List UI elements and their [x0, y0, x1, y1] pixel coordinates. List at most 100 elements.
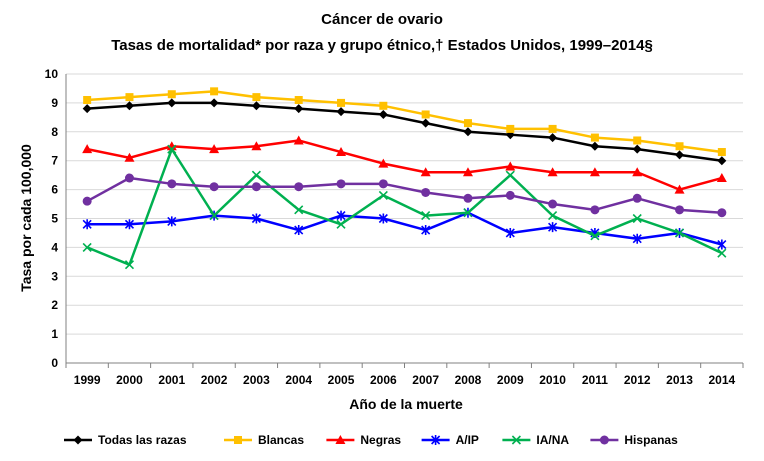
x-tick-label: 2010 — [539, 373, 566, 387]
data-point-blancas-2002 — [210, 87, 219, 96]
data-point-todas-las-razas-2002 — [209, 98, 219, 108]
y-tick-label: 8 — [51, 125, 58, 139]
data-point-a-ip-1999 — [82, 219, 92, 230]
y-tick-label: 7 — [51, 154, 58, 168]
data-point-negras-2003 — [251, 141, 262, 151]
data-point-ia-na-2012 — [632, 213, 642, 224]
data-point-a-ip-2003 — [251, 213, 261, 224]
data-point-ia-na-2002 — [209, 211, 219, 221]
legend-label: Blancas — [258, 433, 304, 447]
x-tick-label: 2009 — [497, 373, 524, 387]
legend-item-blancas: Blancas — [224, 433, 304, 447]
data-point-negras-2008 — [462, 167, 473, 177]
legend-item-a-ip: A/IP — [421, 433, 479, 447]
data-point-a-ip-2000 — [124, 219, 135, 230]
data-point-hispanas-2014 — [717, 208, 727, 218]
series-blancas — [83, 87, 726, 157]
data-point-negras-2002 — [209, 144, 220, 154]
y-tick-label: 2 — [51, 298, 58, 312]
data-point-ia-na-2008 — [463, 208, 473, 218]
data-point-hispanas-2007 — [421, 187, 431, 197]
data-point-hispanas-2013 — [675, 205, 685, 215]
data-point-ia-na-2009 — [505, 170, 515, 180]
x-tick-label: 2003 — [243, 373, 270, 387]
data-point-blancas-2012 — [633, 136, 642, 145]
chart-title: Cáncer de ovario — [321, 11, 443, 28]
chart-subtitle: Tasas de mortalidad* por raza y grupo ét… — [111, 37, 653, 54]
data-point-ia-na-2007 — [421, 211, 431, 221]
data-point-negras-2005 — [336, 147, 347, 157]
data-point-blancas-2013 — [675, 142, 684, 151]
data-point-ia-na-2000 — [124, 260, 135, 270]
data-point-todas-las-razas-2012 — [632, 144, 642, 154]
gridlines — [66, 73, 743, 364]
series-line-ia-na — [86, 147, 723, 266]
data-point-negras-1999 — [82, 144, 93, 154]
data-point-hispanas-2003 — [251, 182, 261, 192]
x-tick-label: 2006 — [370, 373, 397, 387]
data-point-todas-las-razas-1999 — [82, 104, 92, 114]
x-tick-label: 2008 — [455, 373, 482, 387]
data-point-todas-las-razas-2011 — [590, 141, 600, 151]
data-point-blancas-2011 — [590, 133, 599, 142]
legend-marker — [234, 436, 242, 444]
data-point-todas-las-razas-2001 — [167, 98, 177, 108]
data-point-blancas-2005 — [337, 98, 346, 107]
data-point-hispanas-2010 — [548, 199, 558, 209]
y-tick-label: 3 — [51, 269, 58, 283]
data-point-todas-las-razas-2003 — [251, 101, 261, 111]
data-point-negras-2006 — [378, 158, 389, 168]
data-point-todas-las-razas-2006 — [378, 109, 388, 119]
data-point-a-ip-2004 — [294, 225, 304, 236]
data-point-negras-2014 — [716, 173, 727, 183]
data-point-hispanas-2009 — [505, 190, 515, 200]
legend-item-hispanas: Hispanas — [590, 433, 678, 447]
data-point-hispanas-2001 — [167, 179, 177, 189]
y-tick-label: 10 — [45, 67, 59, 81]
data-point-negras-2013 — [674, 184, 685, 194]
data-point-blancas-2000 — [125, 93, 134, 102]
series-line-a-ip — [87, 211, 723, 246]
data-point-blancas-2008 — [463, 119, 472, 128]
data-point-ia-na-2003 — [251, 170, 261, 180]
data-point-todas-las-razas-2007 — [421, 118, 431, 128]
data-point-blancas-2009 — [506, 124, 515, 133]
series-todas-las-razas — [82, 98, 727, 166]
y-tick-label: 0 — [51, 356, 58, 370]
data-point-negras-2010 — [547, 167, 558, 177]
legend-item-todas-las-razas: Todas las razas — [64, 433, 187, 447]
data-point-negras-2004 — [293, 135, 304, 145]
data-point-a-ip-2010 — [548, 222, 558, 233]
legend-label: Negras — [360, 433, 401, 447]
data-point-ia-na-2001 — [167, 144, 177, 154]
y-tick-label: 6 — [51, 183, 58, 197]
x-tick-label: 2002 — [201, 373, 228, 387]
y-tick-label: 4 — [51, 240, 58, 254]
series-ia-na — [82, 144, 727, 270]
data-point-ia-na-2011 — [590, 231, 600, 241]
data-point-blancas-2007 — [421, 110, 430, 119]
data-point-a-ip-2001 — [167, 216, 177, 227]
data-point-ia-na-2013 — [674, 228, 685, 238]
x-tick-label: 2014 — [708, 373, 735, 387]
data-point-hispanas-2000 — [124, 173, 134, 183]
x-tick-label: 2005 — [328, 373, 355, 387]
data-point-hispanas-2002 — [209, 182, 219, 192]
data-point-hispanas-2004 — [294, 182, 304, 192]
data-point-blancas-2006 — [379, 101, 388, 110]
data-point-todas-las-razas-2004 — [294, 104, 304, 114]
legend-marker — [599, 435, 609, 445]
legend-item-negras: Negras — [326, 433, 401, 447]
x-tick-label: 1999 — [74, 373, 101, 387]
x-tick-label: 2000 — [116, 373, 143, 387]
data-point-hispanas-2011 — [590, 205, 600, 215]
data-point-hispanas-2008 — [463, 193, 473, 203]
y-tick-label: 5 — [51, 212, 58, 226]
data-point-ia-na-2010 — [548, 211, 558, 221]
series-line-blancas — [87, 90, 723, 154]
series-line-hispanas — [86, 176, 722, 214]
data-point-hispanas-2006 — [378, 179, 388, 189]
data-point-todas-las-razas-2008 — [463, 127, 473, 137]
data-point-blancas-2014 — [717, 148, 726, 157]
data-point-blancas-2001 — [167, 90, 176, 99]
